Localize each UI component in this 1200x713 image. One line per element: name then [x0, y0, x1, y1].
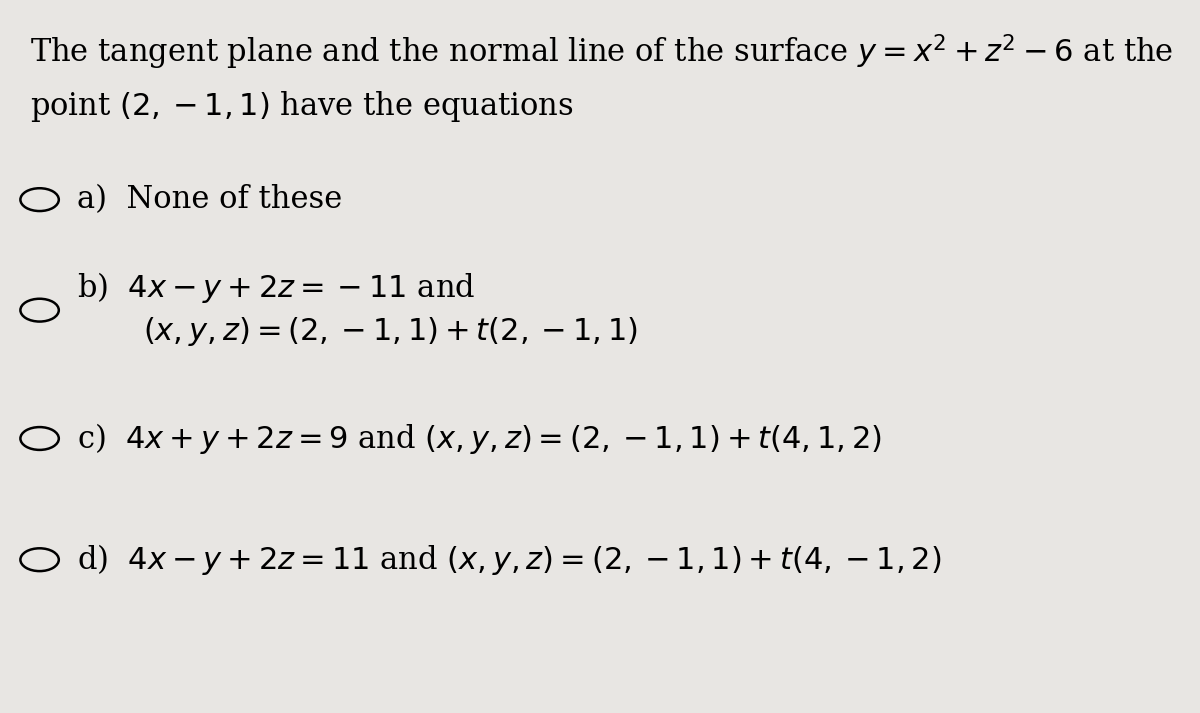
Text: $(x, y, z) = (2, -1, 1) + t(2, -1, 1)$: $(x, y, z) = (2, -1, 1) + t(2, -1, 1)$ [143, 315, 637, 348]
Text: a)  None of these: a) None of these [77, 184, 342, 215]
Text: c)  $4x + y + 2z = 9$ and $(x, y, z) = (2, -1, 1) + t(4, 1, 2)$: c) $4x + y + 2z = 9$ and $(x, y, z) = (2… [77, 421, 882, 456]
Text: The tangent plane and the normal line of the surface $y = x^2 + z^2 - 6$ at the: The tangent plane and the normal line of… [30, 32, 1174, 71]
Text: b)  $4x - y + 2z = -11$ and: b) $4x - y + 2z = -11$ and [77, 270, 475, 305]
Text: d)  $4x - y + 2z = 11$ and $(x, y, z) = (2, -1, 1) + t(4, -1, 2)$: d) $4x - y + 2z = 11$ and $(x, y, z) = (… [77, 542, 941, 578]
Text: point $(2, -1, 1)$ have the equations: point $(2, -1, 1)$ have the equations [30, 89, 574, 124]
